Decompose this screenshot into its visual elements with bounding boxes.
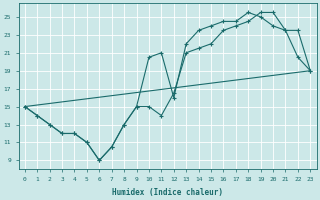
- X-axis label: Humidex (Indice chaleur): Humidex (Indice chaleur): [112, 188, 223, 197]
